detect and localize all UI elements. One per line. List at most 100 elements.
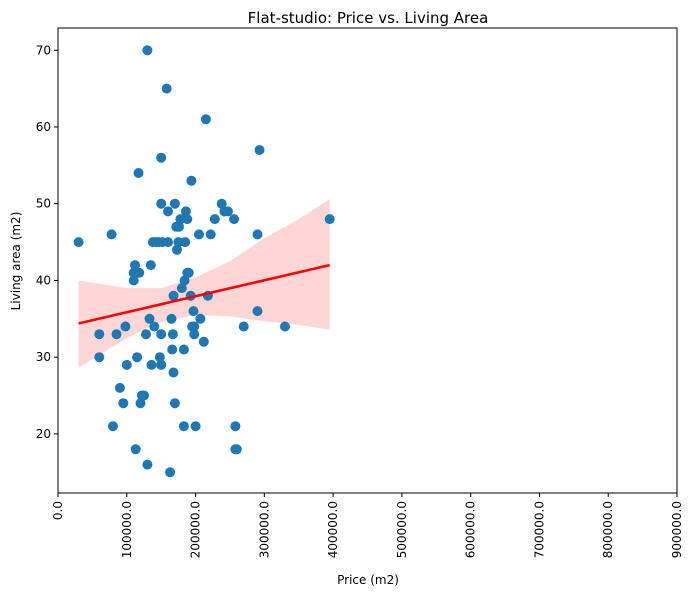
plot-frame (57, 27, 678, 494)
data-point (114, 382, 125, 393)
data-point (156, 359, 167, 370)
data-point (169, 398, 180, 409)
data-point (254, 145, 265, 155)
data-point (168, 290, 179, 301)
data-point (216, 198, 227, 209)
data-point (222, 206, 233, 217)
data-point (190, 421, 201, 432)
data-point (280, 321, 290, 332)
data-point (189, 329, 200, 340)
data-point (178, 344, 189, 355)
data-point (156, 329, 167, 340)
data-point (180, 206, 191, 217)
data-point (167, 329, 178, 340)
data-point (194, 229, 204, 240)
x-tick-label: 300000.0 (257, 501, 271, 558)
x-tick-label: 0.0 (51, 501, 65, 520)
data-point (108, 421, 118, 432)
data-point (176, 283, 187, 294)
data-point (94, 352, 105, 363)
data-point (180, 237, 191, 248)
data-point (230, 421, 241, 432)
x-tick-label: 900000.0 (670, 501, 684, 558)
data-point (200, 114, 211, 125)
regression-line (78, 263, 330, 325)
data-point (134, 267, 145, 278)
y-axis-label: Living area (m2) (9, 212, 23, 311)
data-point (141, 329, 151, 340)
data-point (182, 214, 193, 225)
data-point (178, 421, 189, 432)
data-point (195, 313, 206, 324)
data-point (209, 214, 220, 225)
x-tick-label: 700000.0 (532, 501, 546, 558)
confidence-band-layer (78, 199, 330, 368)
data-point (130, 260, 140, 271)
chart-title: Flat-studio: Price vs. Living Area (248, 9, 489, 27)
data-point (174, 221, 184, 232)
data-point (156, 198, 167, 209)
data-point (106, 229, 117, 240)
regression-line-layer (78, 263, 330, 325)
data-point (172, 244, 182, 255)
data-point (132, 352, 143, 363)
x-tick-label: 200000.0 (189, 501, 203, 558)
y-tick-label: 70 (36, 43, 51, 57)
x-tick-label: 600000.0 (464, 501, 478, 558)
y-tick-label: 20 (36, 427, 51, 441)
data-point (120, 321, 131, 332)
data-point (238, 321, 249, 332)
data-point (205, 229, 216, 240)
data-point (154, 352, 165, 363)
data-point (169, 198, 180, 209)
data-point (130, 444, 141, 455)
data-point (142, 459, 153, 470)
data-point (252, 306, 263, 317)
data-point (163, 206, 173, 217)
data-point (166, 313, 177, 324)
y-axis-ticks: 20 30 40 50 60 70 (36, 43, 58, 441)
x-axis-label: Price (m2) (337, 573, 399, 587)
x-axis-ticks: 0.0 100000.0 200000.0 300000.0 400000.0 50000… (51, 493, 684, 558)
data-point (231, 444, 242, 455)
data-point (142, 45, 153, 56)
y-tick-label: 50 (36, 197, 51, 211)
data-point (121, 359, 132, 370)
data-point (73, 237, 84, 248)
data-point (135, 398, 146, 409)
data-point (188, 306, 199, 317)
data-point (128, 275, 139, 286)
data-point (111, 329, 122, 340)
data-point (179, 275, 190, 286)
data-point (186, 175, 197, 186)
data-point (183, 267, 194, 278)
data-point (167, 344, 178, 355)
x-tick-label: 800000.0 (601, 501, 615, 558)
data-point (161, 83, 172, 94)
data-point (168, 367, 179, 378)
y-tick-label: 40 (36, 273, 51, 287)
x-tick-label: 100000.0 (120, 501, 134, 558)
data-point (133, 168, 144, 178)
data-point (189, 321, 200, 332)
data-point (198, 336, 209, 347)
data-point (144, 313, 155, 324)
confidence-band (78, 199, 330, 368)
x-tick-label: 400000.0 (326, 501, 340, 558)
data-point (156, 152, 167, 163)
data-point (145, 260, 156, 271)
y-tick-label: 30 (36, 350, 51, 364)
data-point (146, 359, 157, 370)
data-point (139, 390, 149, 401)
data-point (118, 398, 129, 409)
x-tick-label: 500000.0 (395, 501, 409, 558)
data-point (165, 467, 176, 478)
data-point (229, 214, 240, 225)
data-point (163, 237, 173, 248)
y-tick-label: 60 (36, 120, 51, 134)
data-point (149, 321, 160, 332)
data-point (94, 329, 105, 340)
scatter-points-layer (73, 45, 335, 478)
data-point (175, 214, 186, 225)
